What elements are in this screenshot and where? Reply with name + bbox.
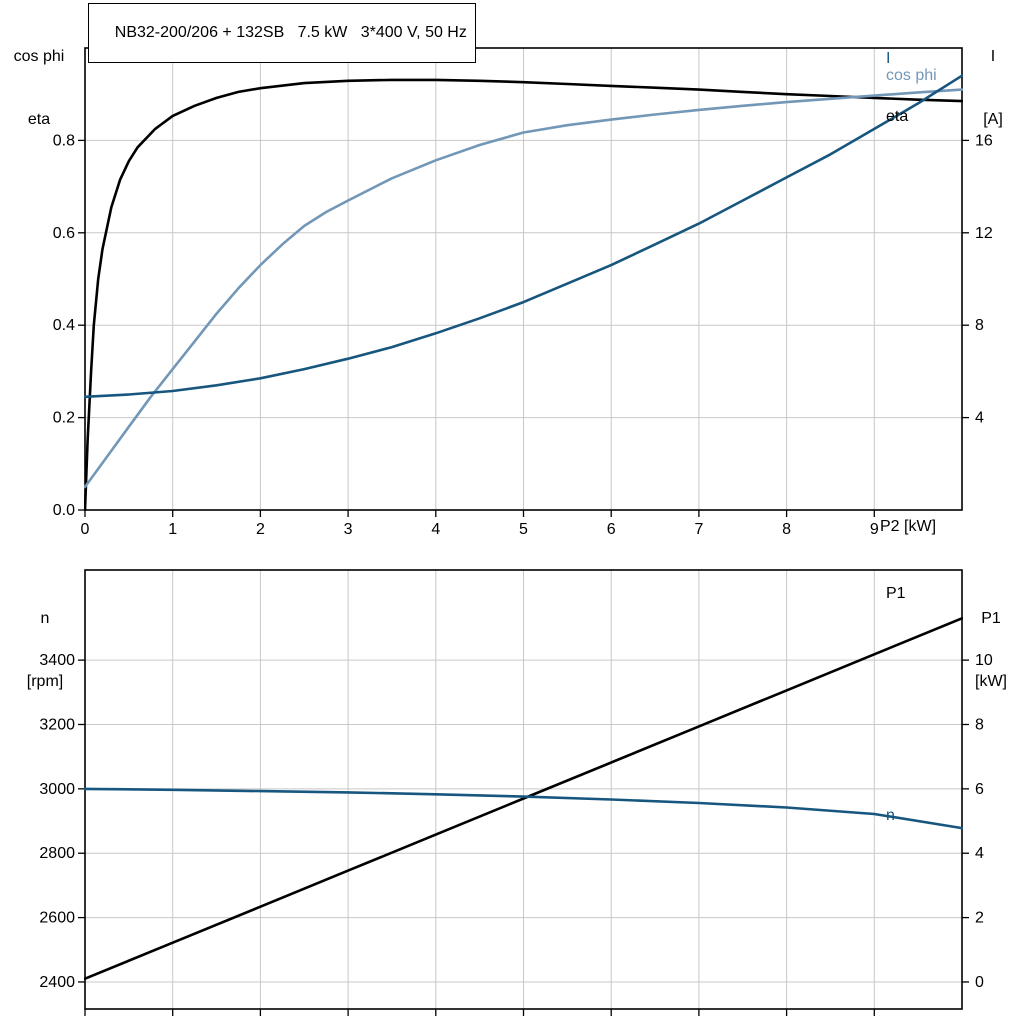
left-tick-label: 0.4 [53, 317, 75, 334]
left-tick-label: 0.0 [53, 502, 75, 519]
top-left-axis-title: cos phi eta [6, 4, 72, 172]
x-tick-label: 7 [694, 521, 703, 538]
top-right-axis-title: I [A] [966, 4, 1020, 172]
curve-label-P1: P1 [886, 585, 906, 602]
left-tick-label: 0.2 [53, 410, 75, 427]
right-tick-label: 8 [975, 317, 984, 334]
x-tick-label: 8 [782, 521, 791, 538]
eta-curve [84, 78, 963, 511]
left-tick-label: 3000 [39, 781, 75, 798]
left-tick-label: 0.6 [53, 225, 75, 242]
right-tick-label: 12 [975, 225, 993, 242]
left-tick-label: 3200 [39, 716, 75, 733]
I-curve [84, 74, 963, 399]
x-tick-label: 4 [431, 521, 440, 538]
x-tick-label: 1 [168, 521, 177, 538]
x-tick-label: 9 [870, 521, 879, 538]
P1-curve [84, 616, 963, 981]
cos-phi-curve [84, 88, 963, 489]
x-tick-label: 6 [607, 521, 616, 538]
curve-label-cos-phi: cos phi [886, 67, 937, 84]
motor-bottom-chart: 2400 2600 2800 3000 3200 3400 0 2 4 6 8 10 P1 n [39, 569, 993, 1016]
axis-title-p1: P1 [981, 610, 1001, 627]
x-tick-label: 5 [519, 521, 528, 538]
right-tick-label: 0 [975, 974, 984, 991]
left-tick-label: 2600 [39, 910, 75, 927]
bottom-right-axis-title: P1 [kW] [962, 566, 1020, 734]
axis-title-n: n [40, 610, 50, 627]
right-tick-label: 16 [975, 132, 993, 149]
right-tick-label: 6 [975, 781, 984, 798]
curve-label-eta: eta [886, 108, 908, 125]
x-tick-label: 0 [81, 521, 90, 538]
left-tick-label: 3400 [39, 652, 75, 669]
axis-title-cos-phi: cos phi [13, 48, 65, 65]
x-tick-label: 3 [344, 521, 353, 538]
left-tick-label: 2400 [39, 974, 75, 991]
left-tick-label: 2800 [39, 845, 75, 862]
axis-title-n-unit: [rpm] [26, 673, 64, 690]
chart-title-text: NB32-200/206 + 132SB 7.5 kW 3*400 V, 50 … [114, 24, 467, 41]
axis-title-eta: eta [27, 111, 51, 128]
right-tick-label: 2 [975, 910, 984, 927]
n-curve [84, 787, 963, 830]
left-tick-label: 0.8 [53, 132, 75, 149]
curve-label-n: n [886, 807, 895, 824]
plot-frame [84, 47, 963, 511]
axis-title-current-unit: [A] [983, 111, 1003, 128]
right-tick-label: 10 [975, 652, 993, 669]
right-tick-label: 4 [975, 845, 984, 862]
axis-title-current: I [990, 48, 996, 65]
axis-title-p1-unit: [kW] [975, 673, 1007, 690]
bottom-left-axis-title: n [rpm] [14, 566, 76, 734]
x-tick-label: 2 [256, 521, 265, 538]
right-tick-label: 8 [975, 716, 984, 733]
curve-label-I: I [886, 50, 890, 67]
chart-title-box: NB32-200/206 + 132SB 7.5 kW 3*400 V, 50 … [88, 3, 476, 63]
x-axis-title-p2: P2 [kW] [880, 518, 937, 535]
right-tick-label: 4 [975, 410, 984, 427]
